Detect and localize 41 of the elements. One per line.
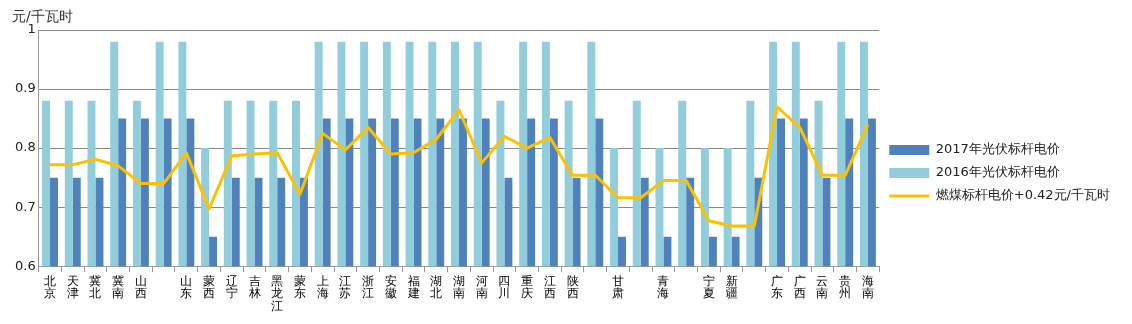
legend-label: 2016年光伏标杆电价 (935, 164, 1060, 180)
x-tick-label: 浙江 (362, 273, 375, 301)
x-tick-label: 广东 (771, 273, 784, 301)
x-tick-label: 黑龙江 (271, 273, 284, 313)
x-tick-label: 上海 (316, 273, 329, 301)
x-tick-label: 江西 (543, 273, 556, 301)
x-tick-label: 海南 (861, 273, 874, 301)
x-tick-label: 新疆 (725, 273, 738, 301)
x-tick-label: 福建 (406, 273, 420, 301)
x-tick-label: 冀北 (89, 273, 102, 301)
x-tick-label: 云南 (816, 273, 829, 301)
x-tick-label: 蒙东 (293, 273, 306, 301)
x-tick-label: 山西 (134, 273, 147, 301)
x-tick-label: 冀南 (112, 273, 125, 301)
x-tick-label: 贵州 (839, 273, 852, 301)
x-tick-label: 广西 (793, 273, 806, 301)
x-tick-label: 辽宁 (225, 273, 238, 301)
y-axis-title: 元/千瓦时 (12, 7, 73, 24)
legend-label: 2017年光伏标杆电价 (935, 141, 1060, 157)
x-tick-label: 甘肃 (612, 273, 625, 301)
x-tick-label: 安徽 (384, 273, 397, 301)
x-tick-label: 北京 (44, 273, 57, 301)
x-tick-label: 天津 (66, 273, 79, 301)
y-tick-label: 0.9 (14, 80, 36, 96)
x-tick-label: 青海 (657, 273, 670, 301)
y-tick-label: 0.6 (14, 257, 36, 273)
x-tick-label: 蒙西 (203, 273, 216, 301)
y-tick-label: 1 (27, 21, 36, 37)
x-tick-label: 吉林 (247, 273, 261, 301)
x-tick-label: 江苏 (339, 273, 352, 301)
legend-label: 燃煤标杆电价+0.42元/千瓦时 (935, 187, 1110, 203)
x-tick-label: 四川 (498, 273, 511, 301)
x-tick-label: 湖北 (430, 273, 443, 301)
y-tick-label: 0.7 (14, 198, 36, 214)
x-tick-label: 宁夏 (702, 273, 715, 301)
x-tick-label: 陕西 (566, 273, 579, 301)
x-tick-label: 湖南 (452, 273, 465, 301)
y-tick-label: 0.8 (14, 139, 36, 155)
x-tick-label: 河南 (475, 273, 488, 301)
x-tick-label: 山东 (180, 273, 193, 301)
x-tick-label: 重庆 (521, 273, 534, 301)
